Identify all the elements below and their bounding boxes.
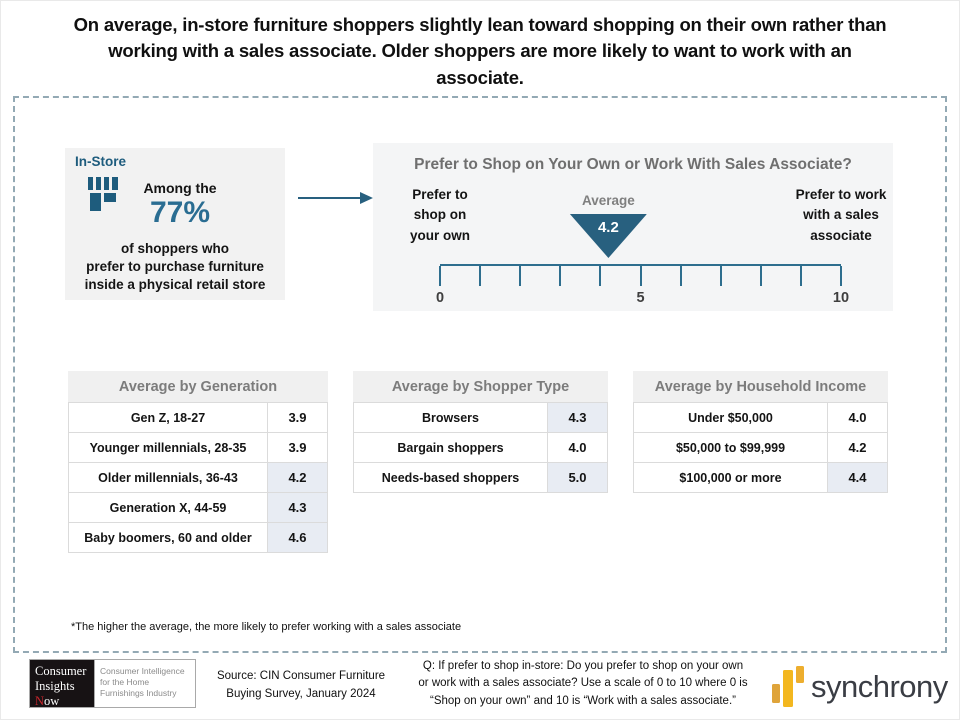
axis-tick [679,266,682,286]
question-text: Q: If prefer to shop in-store: Do you pr… [418,660,748,707]
instore-panel: In-Store Among the 77% of shoppers who p… [65,148,285,300]
row-value: 4.0 [828,403,888,433]
axis-tick [840,266,842,286]
content-panel: In-Store Among the 77% of shoppers who p… [13,96,947,653]
table-row: $100,000 or more 4.4 [634,463,888,493]
row-value: 4.4 [828,463,888,493]
table-title: Average by Generation [68,371,328,402]
table-row: Needs-based shoppers 5.0 [354,463,608,493]
row-value: 4.2 [828,433,888,463]
row-value: 4.0 [548,433,608,463]
row-label: $100,000 or more [634,463,828,493]
synchrony-mark-icon [772,666,804,707]
row-label: Bargain shoppers [354,433,548,463]
axis-tick [559,266,562,286]
axis-tick-label: 0 [435,290,445,306]
table-row: Under $50,000 4.0 [634,403,888,433]
row-label: Generation X, 44-59 [69,493,268,523]
table-row: Bargain shoppers 4.0 [354,433,608,463]
table-generation: Average by Generation Gen Z, 18-27 3.9 You… [68,371,328,553]
instore-percent: 77% [149,196,211,229]
row-value: 4.3 [548,403,608,433]
table-row: Gen Z, 18-27 3.9 [69,403,328,433]
table-row: Baby boomers, 60 and older 4.6 [69,523,328,553]
row-label: $50,000 to $99,999 [634,433,828,463]
average-marker: 4.2 [569,214,647,258]
axis-tick [639,266,642,286]
table-row: $50,000 to $99,999 4.2 [634,433,888,463]
arrow-right-icon [298,192,373,204]
table-row: Younger millennials, 28-35 3.9 [69,433,328,463]
row-label: Younger millennials, 28-35 [69,433,268,463]
row-label: Browsers [354,403,548,433]
average-label: Average [582,193,635,208]
scale-right-label: Prefer to work with a sales associate [795,187,887,243]
footnote: *The higher the average, the more likely… [71,621,462,633]
cin-logo-wordmark: Consumer Insights Now [30,660,94,708]
axis-tick [599,266,602,286]
row-label: Gen Z, 18-27 [69,403,268,433]
average-group: Average 4.2 [569,193,647,258]
table-row: Generation X, 44-59 4.3 [69,493,328,523]
storefront-icon [88,177,118,211]
axis-tick [519,266,522,286]
table-row: Browsers 4.3 [354,403,608,433]
scale-left-label: Prefer to shop on your own [410,187,470,243]
row-label: Needs-based shoppers [354,463,548,493]
row-value: 3.9 [268,433,328,463]
row-value: 4.6 [268,523,328,553]
table-row: Older millennials, 36-43 4.2 [69,463,328,493]
table-shopper-type: Average by Shopper Type Browsers 4.3 Barga… [353,371,608,493]
axis-tick [719,266,722,286]
average-value: 4.2 [597,219,619,236]
axis-tick-label: 5 [636,290,645,306]
page-title: On average, in-store furniture shoppers … [73,14,887,88]
axis-tick [759,266,762,286]
axis-tick [439,266,441,286]
source-text: Source: CIN Consumer Furniture Buying Su… [216,670,386,700]
axis-tick [799,266,802,286]
row-label: Older millennials, 36-43 [69,463,268,493]
cin-logo-tagline: Consumer Intelligence for the Home Furni… [94,660,195,707]
axis-tick-label: 10 [832,290,850,306]
axis-tick [479,266,482,286]
instore-label: In-Store [75,154,127,169]
instore-description: of shoppers who prefer to purchase furni… [84,241,266,293]
row-value: 3.9 [268,403,328,433]
synchrony-wordmark: synchrony [811,669,948,704]
row-value: 4.3 [268,493,328,523]
row-value: 4.2 [268,463,328,493]
scale-axis: 0 5 10 [436,264,849,306]
row-label: Under $50,000 [634,403,828,433]
table-household-income: Average by Household Income Under $50,00… [633,371,888,493]
table-title: Average by Shopper Type [353,371,608,402]
scale-title: Prefer to Shop on Your Own or Work With … [414,156,852,173]
scale-panel: Prefer to Shop on Your Own or Work With … [373,143,893,311]
row-label: Baby boomers, 60 and older [69,523,268,553]
synchrony-logo: synchrony [771,664,948,710]
row-value: 5.0 [548,463,608,493]
instore-among: Among the 77% [110,180,250,229]
consumer-insights-now-logo: Consumer Insights Now Consumer Intellige… [29,659,196,708]
table-title: Average by Household Income [633,371,888,402]
